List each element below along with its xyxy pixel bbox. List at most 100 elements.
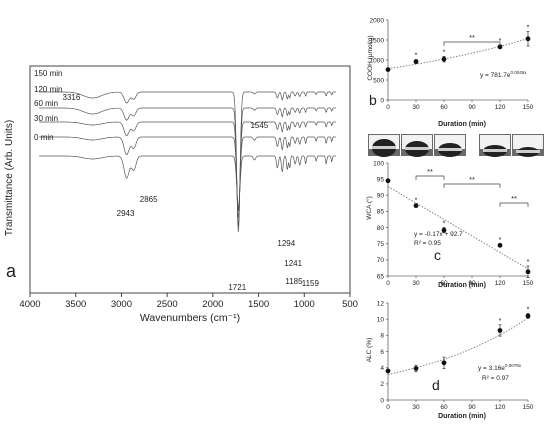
- ftir-x-tick-label: 4000: [19, 299, 40, 310]
- alc-fit-equation: y = 3.16e0.0078x: [478, 363, 522, 372]
- alc-x-tick-label: 60: [440, 404, 448, 411]
- wca-x-tick-label: 30: [412, 280, 420, 287]
- ftir-series-label: 0 min: [34, 133, 54, 142]
- wca-significance-bracket: [443, 183, 501, 188]
- wca-y-tick-label: 70: [377, 257, 385, 264]
- ftir-peak-label: 1241: [284, 259, 302, 268]
- wca-x-tick-label: 0: [386, 280, 390, 287]
- ftir-x-tick-label: 2500: [157, 299, 178, 310]
- alc-data-point: [441, 360, 447, 366]
- alc-y-tick-label: 0: [380, 397, 384, 404]
- wca-data-point: [413, 203, 419, 209]
- droplet-images: [368, 134, 544, 157]
- alc-significance-star: *: [499, 318, 502, 325]
- ftir-plot-frame: [29, 65, 351, 294]
- ftir-peak-label: 1545: [250, 121, 268, 130]
- alc-y-tick-label: 6: [380, 349, 384, 356]
- ftir-x-tick-label: 2000: [202, 299, 223, 310]
- alc-y-tick-label: 12: [377, 300, 385, 307]
- cooh-panel: COOH (μmol/g) Duration (min) b y = 781.7…: [367, 17, 534, 128]
- cooh-fit-equation: y = 781.7e0.0045x: [480, 70, 527, 79]
- ftir-series-label: 60 min: [34, 99, 58, 108]
- cooh-x-tick-label: 90: [468, 104, 476, 111]
- ftir-panel: Transmittance (Arb. Units) Wavenumbers (…: [4, 65, 358, 324]
- wca-y-tick-label: 90: [377, 193, 385, 200]
- alc-y-tick-label: 4: [380, 365, 384, 372]
- cooh-x-tick-label: 0: [386, 104, 390, 111]
- panel-label-d: d: [432, 377, 440, 393]
- cooh-data-point: [385, 67, 391, 72]
- alc-x-label: Duration (min): [438, 413, 486, 420]
- wca-y-tick-label: 100: [373, 160, 384, 167]
- alc-x-tick-label: 150: [523, 404, 534, 411]
- wca-data-point: [497, 242, 503, 248]
- ftir-series-label: 30 min: [34, 114, 58, 123]
- wca-x-tick-label: 150: [523, 280, 534, 287]
- wca-r2: R² = 0.95: [414, 240, 441, 247]
- wca-y-tick-label: 75: [377, 241, 385, 248]
- ftir-peak-label: 2943: [117, 209, 135, 218]
- alc-trend-line: [387, 317, 529, 375]
- ftir-x-label: Wavenumbers (cm⁻¹): [140, 312, 240, 324]
- wca-panel: WCA (°) Duration (min) c y = -0.17x + 92…: [365, 160, 534, 289]
- cooh-significance-label: **: [469, 33, 475, 42]
- cooh-x-tick-label: 30: [412, 104, 420, 111]
- wca-x-tick-label: 120: [495, 280, 506, 287]
- wca-y-tick-label: 85: [377, 209, 385, 216]
- cooh-x-label: Duration (min): [438, 121, 486, 128]
- ftir-x-tick-label: 1500: [248, 299, 269, 310]
- cooh-significance-bracket: [443, 41, 501, 46]
- ftir-peak-label: 1159: [302, 279, 320, 288]
- ftir-x-tick-label: 3500: [65, 299, 86, 310]
- ftir-x-tick-label: 1000: [294, 299, 315, 310]
- cooh-data-point: [441, 56, 447, 62]
- ftir-spectrum-line: [39, 91, 336, 232]
- alc-x-tick-label: 0: [386, 404, 390, 411]
- cooh-y-tick-label: 0: [380, 97, 384, 104]
- wca-data-point: [385, 178, 391, 184]
- ftir-x-tick-label: 500: [342, 299, 358, 310]
- wca-significance-label: **: [469, 175, 475, 184]
- alc-data-point: [525, 313, 531, 319]
- ftir-spectrum-line: [39, 107, 336, 226]
- cooh-data-point: [413, 59, 419, 64]
- ftir-y-label: Transmittance (Arb. Units): [4, 120, 15, 236]
- wca-y-label: WCA (°): [365, 196, 373, 220]
- wca-significance-label: **: [511, 194, 517, 203]
- wca-significance-star: *: [415, 197, 418, 204]
- alc-x-tick-label: 90: [468, 404, 476, 411]
- wca-y-tick-label: 95: [377, 176, 385, 183]
- cooh-y-tick-label: 2000: [370, 17, 385, 24]
- ftir-peak-label: 1185: [285, 277, 303, 286]
- panel-label-a: a: [6, 261, 17, 281]
- alc-panel: ALC (%) Duration (min) d y = 3.16e0.0078…: [366, 300, 534, 420]
- cooh-trend-line: [387, 38, 529, 70]
- wca-significance-star: *: [527, 259, 530, 266]
- alc-data-point: [385, 368, 391, 374]
- alc-x-tick-label: 120: [495, 404, 506, 411]
- wca-x-label: Duration (min): [438, 282, 486, 289]
- wca-significance-star: *: [443, 221, 446, 228]
- cooh-x-tick-label: 120: [495, 104, 506, 111]
- cooh-data-point: [497, 44, 503, 50]
- alc-y-label: ALC (%): [366, 338, 373, 363]
- cooh-significance-star: *: [527, 25, 530, 32]
- cooh-y-tick-label: 1000: [370, 57, 385, 64]
- alc-y-tick-label: 8: [380, 333, 384, 340]
- wca-y-tick-label: 65: [377, 273, 385, 280]
- cooh-x-tick-label: 150: [523, 104, 534, 111]
- cooh-significance-star: *: [415, 53, 418, 60]
- wca-data-point: [441, 227, 447, 233]
- ftir-series-label: 120 min: [34, 85, 62, 94]
- panel-label-c: c: [434, 247, 441, 263]
- wca-significance-star: *: [499, 237, 502, 244]
- alc-data-point: [497, 328, 503, 333]
- alc-significance-star: *: [527, 307, 530, 314]
- alc-data-point: [413, 366, 419, 371]
- wca-significance-label: **: [427, 167, 433, 176]
- wca-significance-bracket: [415, 175, 445, 180]
- ftir-x-tick-label: 3000: [111, 299, 132, 310]
- alc-y-tick-label: 10: [377, 316, 385, 323]
- cooh-significance-star: *: [443, 49, 446, 56]
